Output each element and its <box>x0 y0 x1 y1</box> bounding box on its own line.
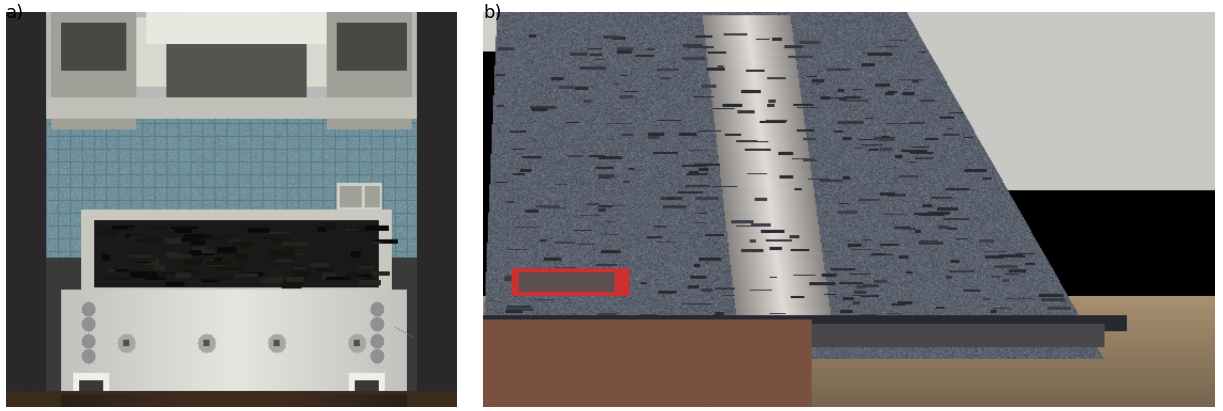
Text: b): b) <box>483 4 501 22</box>
Text: a): a) <box>6 4 24 22</box>
